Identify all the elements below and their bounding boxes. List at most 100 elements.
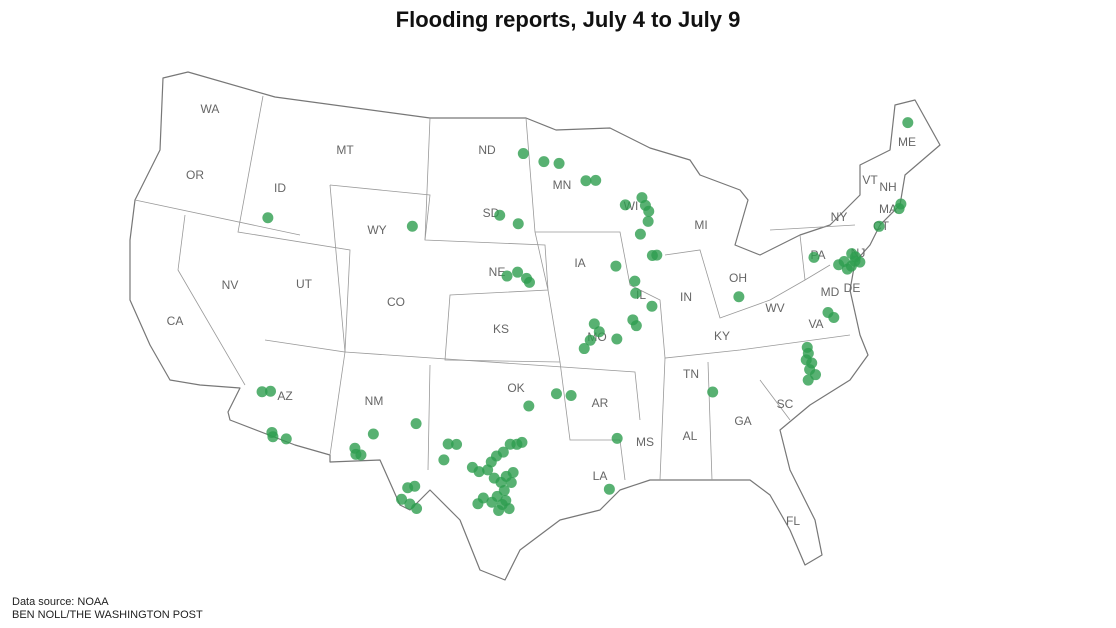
state-label: MS <box>636 435 654 449</box>
state-label: WY <box>367 223 386 237</box>
state-label: FL <box>786 514 800 528</box>
flood-report <box>611 432 623 444</box>
credit: BEN NOLL/THE WASHINGTON POST <box>12 609 203 621</box>
flood-report <box>267 431 279 443</box>
flood-report <box>523 400 535 412</box>
flood-report <box>642 215 654 227</box>
flood-report <box>262 212 274 224</box>
flood-report <box>630 320 642 332</box>
flood-report <box>516 436 528 448</box>
flood-report <box>451 438 463 450</box>
state-label: VA <box>808 317 823 331</box>
flood-report <box>438 454 450 466</box>
flood-report <box>833 259 845 271</box>
state-label: OH <box>729 271 747 285</box>
flood-report <box>396 493 408 505</box>
state-label: NV <box>222 278 239 292</box>
flood-report <box>472 498 484 510</box>
flood-report <box>603 483 615 495</box>
us-outline <box>129 71 941 581</box>
flood-report <box>538 156 550 168</box>
state-label: WV <box>765 301 784 315</box>
flood-report <box>828 312 840 324</box>
state-label: CO <box>387 295 405 309</box>
state-label: AZ <box>277 389 292 403</box>
state-label: UT <box>296 277 313 291</box>
flood-report <box>733 291 745 303</box>
map-title: Flooding reports, July 4 to July 9 <box>396 7 741 32</box>
state-label: IN <box>680 290 692 304</box>
state-label: WA <box>201 102 220 116</box>
flood-report <box>409 480 421 492</box>
flood-report <box>610 260 622 272</box>
state-label: KS <box>493 322 509 336</box>
flood-report <box>503 503 515 515</box>
state-label: SC <box>777 397 794 411</box>
flood-report <box>473 466 485 478</box>
state-label: NY <box>831 210 848 224</box>
state-label: ME <box>898 135 916 149</box>
state-label: ID <box>274 181 286 195</box>
flood-report <box>895 198 907 210</box>
flood-report <box>619 199 631 211</box>
state-label: MD <box>821 285 840 299</box>
flood-report <box>629 275 641 287</box>
flood-report <box>651 249 663 261</box>
flood-report <box>588 318 600 330</box>
state-label: GA <box>734 414 751 428</box>
state-label: IA <box>574 256 585 270</box>
flood-report <box>854 256 866 268</box>
flood-report <box>553 157 565 169</box>
state-label: IL <box>636 288 646 302</box>
flood-report <box>634 228 646 240</box>
state-label: AL <box>683 429 698 443</box>
state-label: MN <box>553 178 572 192</box>
flood-report <box>493 504 505 516</box>
state-label: MT <box>336 143 354 157</box>
flood-report <box>256 386 268 398</box>
flood-report <box>512 266 524 278</box>
flood-report <box>486 496 498 508</box>
flood-report <box>611 333 623 345</box>
flood-report <box>265 385 277 397</box>
state-label: OK <box>507 381 524 395</box>
state-borders <box>134 95 856 481</box>
state-label: DE <box>844 281 861 295</box>
state-label: NH <box>879 180 896 194</box>
flood-report <box>442 438 454 450</box>
flood-report <box>280 433 292 445</box>
flood-report <box>630 287 642 299</box>
state-label: NM <box>365 394 384 408</box>
flood-report <box>355 449 367 461</box>
state-label: MA <box>879 202 897 216</box>
flood-report <box>643 205 655 217</box>
flood-report <box>802 374 814 386</box>
flood-report <box>873 220 885 232</box>
flood-report <box>565 390 577 402</box>
flood-report <box>590 174 602 186</box>
flood-report <box>808 251 820 263</box>
flood-report <box>578 343 590 355</box>
flood-report <box>593 326 605 338</box>
flood-report <box>367 428 379 440</box>
state-label: TN <box>683 367 699 381</box>
flood-report <box>580 175 592 187</box>
flood-report <box>523 276 535 288</box>
flood-report <box>584 334 596 346</box>
flood-report <box>512 218 524 230</box>
flood-report <box>501 270 513 282</box>
state-label: CA <box>167 314 184 328</box>
flood-report <box>707 386 719 398</box>
source: Data source: NOAA <box>12 596 109 608</box>
flood-report <box>505 477 517 489</box>
state-label: ND <box>478 143 496 157</box>
state-label: KY <box>714 329 730 343</box>
flood-report <box>550 388 562 400</box>
flood-report <box>902 117 914 129</box>
state-label: AR <box>592 396 609 410</box>
state-label: LA <box>593 469 608 483</box>
flood-report <box>406 220 418 232</box>
flood-report <box>497 446 509 458</box>
state-label: NE <box>489 265 506 279</box>
state-label: VT <box>862 173 878 187</box>
